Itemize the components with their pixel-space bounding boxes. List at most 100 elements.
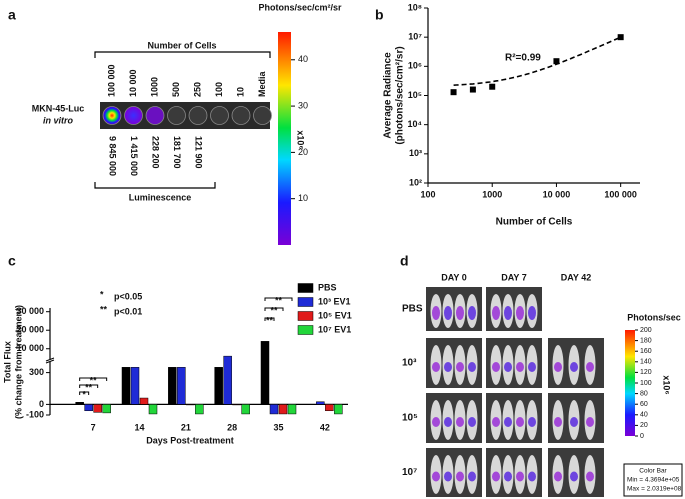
signal xyxy=(432,306,440,320)
bracket xyxy=(79,377,108,381)
cell-count: 500 xyxy=(171,82,181,97)
legend-swatch xyxy=(297,325,314,335)
y-axis-title: Average Radiance xyxy=(383,52,394,139)
signal xyxy=(570,471,578,482)
bar xyxy=(232,404,241,406)
x-tick-label: 100 000 xyxy=(604,189,637,199)
bar xyxy=(241,404,250,415)
signal xyxy=(492,306,500,320)
signal xyxy=(528,362,536,372)
colorbar xyxy=(625,330,635,436)
x-tick-label: 28 xyxy=(227,422,237,432)
signal xyxy=(444,417,452,427)
info-max: Max = 2.0319e+08 xyxy=(627,486,682,493)
sample: MKN-45-Luc xyxy=(32,103,85,113)
colorbar-tick-label: 140 xyxy=(640,359,652,366)
luminescence-value: 1 415 000 xyxy=(129,136,139,176)
colorbar xyxy=(278,32,291,245)
bar xyxy=(102,404,111,414)
colorbar-tick-label: 40 xyxy=(298,54,308,64)
luminescence-value: 9 845 000 xyxy=(108,136,118,176)
signal xyxy=(504,471,512,482)
bracket xyxy=(79,391,90,395)
signal xyxy=(554,471,562,482)
well xyxy=(188,106,208,125)
signal xyxy=(432,471,440,482)
cell-count: 100 xyxy=(214,82,224,97)
signal xyxy=(554,417,562,427)
x-tick-label: 1000 xyxy=(482,189,502,199)
bar xyxy=(168,367,177,405)
bar xyxy=(177,367,186,405)
bracket-label: * xyxy=(82,389,86,399)
panel-label: b xyxy=(375,7,384,23)
bar xyxy=(130,367,140,405)
signal xyxy=(516,471,524,482)
colorbar-tick-label: 20 xyxy=(640,422,648,429)
column-label: DAY 42 xyxy=(561,272,592,282)
column-label: DAY 7 xyxy=(501,272,527,282)
x-tick-label: 42 xyxy=(320,422,330,432)
colorbar-tick-label: 40 xyxy=(640,412,648,419)
y-tick-label: 300 xyxy=(29,367,44,377)
well xyxy=(210,106,229,125)
panel-label: c xyxy=(8,253,16,269)
signal xyxy=(586,362,594,372)
signal xyxy=(444,306,452,320)
signal xyxy=(468,362,476,372)
colorbar-title: Photons/sec xyxy=(627,312,681,322)
x-tick-label: 35 xyxy=(273,422,283,432)
significance-symbol: ** xyxy=(100,304,108,314)
bar xyxy=(334,404,343,415)
y-axis-title: (% change from treatment) xyxy=(13,305,23,419)
signal xyxy=(456,471,464,482)
signal xyxy=(504,417,512,427)
signal xyxy=(468,417,476,427)
bracket xyxy=(94,182,216,189)
luminescence-value: 228 200 xyxy=(151,136,161,169)
y-tick-label: 10³ xyxy=(409,148,422,158)
bar xyxy=(93,404,102,413)
x-tick-label: 10 000 xyxy=(543,189,571,199)
signal xyxy=(504,362,512,372)
bracket xyxy=(79,384,99,388)
bracket-label: ** xyxy=(270,305,278,315)
bar xyxy=(287,404,297,415)
y-axis-title: (photons/sec/cm²/sr) xyxy=(395,46,406,144)
bracket xyxy=(264,317,275,321)
y-axis-title: Total Flux xyxy=(2,341,12,383)
legend-swatch xyxy=(297,283,314,293)
legend-swatch xyxy=(297,297,314,307)
bracket-label: ** xyxy=(275,295,283,305)
y-tick-label: 10² xyxy=(409,177,422,187)
x-axis-title: Days Post-treatment xyxy=(146,435,234,445)
significance-label: p<0.05 xyxy=(114,291,142,301)
panel-label: d xyxy=(400,253,409,269)
luminescence-value: 181 700 xyxy=(172,136,182,169)
bar xyxy=(269,404,279,415)
bar xyxy=(316,401,325,405)
y-tick-label: 0 xyxy=(39,399,44,409)
signal xyxy=(432,362,440,372)
y-tick-label: 10⁵ xyxy=(408,90,422,100)
bar xyxy=(278,404,288,415)
cell-count: 10 000 xyxy=(128,69,138,97)
row-label: 10³ xyxy=(402,358,417,369)
x-tick-label: 14 xyxy=(134,422,144,432)
luminescence-value: 121 900 xyxy=(194,136,204,169)
signal xyxy=(570,417,578,427)
bar xyxy=(223,355,232,405)
trendline xyxy=(453,36,622,86)
x-tick-label: 21 xyxy=(181,422,191,432)
colorbar-tick-label: 100 xyxy=(640,380,652,387)
colorbar-tick-label: 60 xyxy=(640,401,648,408)
colorbar-tick-label: 160 xyxy=(640,348,652,355)
signal xyxy=(468,306,476,320)
bar xyxy=(186,404,195,406)
signal xyxy=(516,306,524,320)
colorbar-tick-label: 20 xyxy=(298,147,308,157)
bar xyxy=(214,367,223,405)
signal xyxy=(468,471,476,482)
well xyxy=(167,106,186,125)
